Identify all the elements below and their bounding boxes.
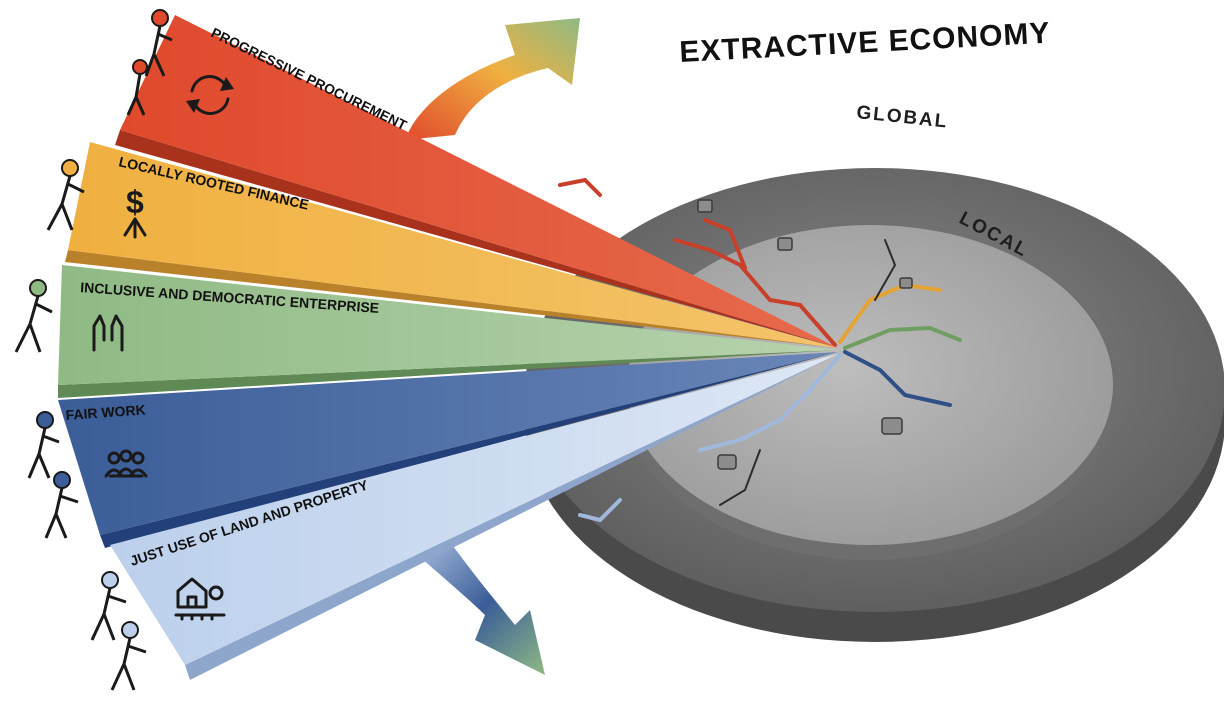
person-head	[37, 412, 53, 428]
person-head	[152, 10, 168, 26]
diagram-title: EXTRACTIVE ECONOMY	[679, 17, 1052, 69]
rubble-piece	[718, 455, 736, 469]
person-head	[30, 280, 46, 296]
dollar-glyph: $	[126, 184, 144, 220]
rubble-piece	[698, 200, 712, 212]
global-label: GLOBAL	[855, 102, 949, 133]
person-figure	[112, 622, 146, 690]
upward-outflow-arrow	[405, 18, 580, 140]
person-head	[133, 60, 147, 74]
person-head	[102, 572, 118, 588]
person-head	[122, 622, 138, 638]
rubble-piece	[900, 278, 912, 288]
person-figure	[29, 412, 59, 478]
crack-red-outer	[560, 180, 600, 195]
person-figure	[46, 472, 78, 538]
person-body	[92, 588, 126, 640]
person-figure	[92, 572, 126, 640]
person-head	[54, 472, 70, 488]
rubble-piece	[778, 238, 792, 250]
person-body	[112, 638, 146, 690]
person-figure	[16, 280, 52, 352]
rubble-piece	[882, 418, 902, 434]
person-body	[46, 488, 78, 538]
dollar-roots-icon: $	[125, 184, 145, 237]
person-body	[16, 296, 52, 352]
person-body	[29, 428, 59, 478]
person-head	[62, 160, 78, 176]
